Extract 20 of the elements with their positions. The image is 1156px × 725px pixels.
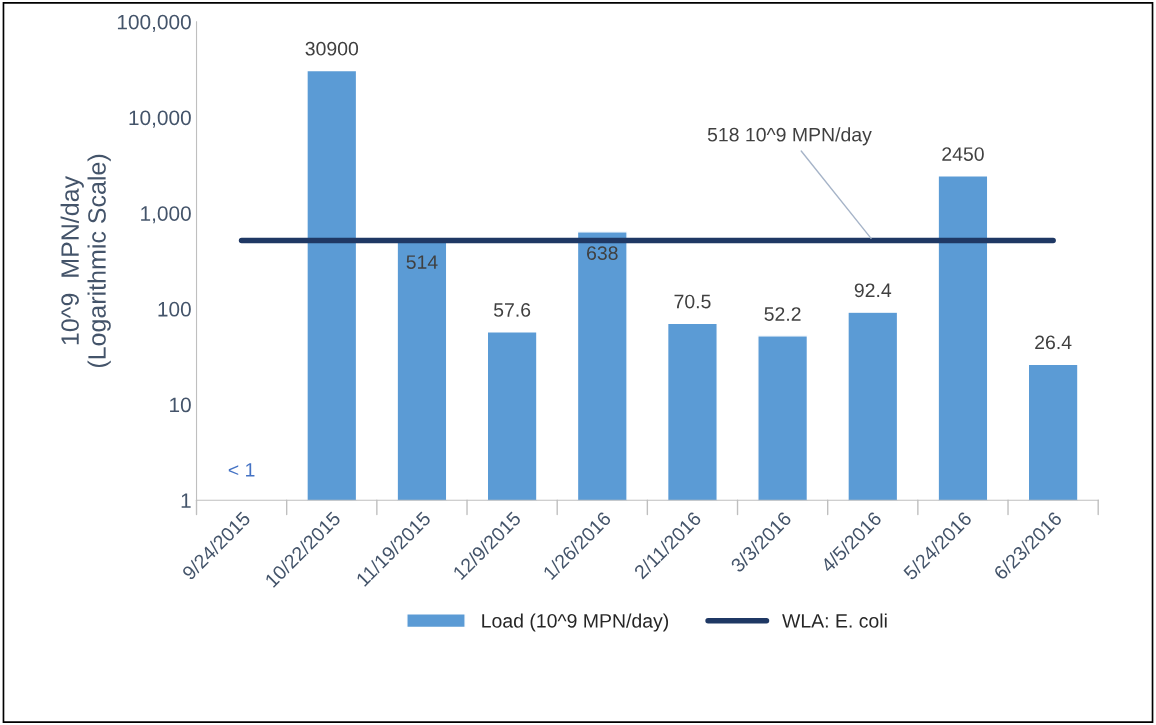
data-label: 514	[406, 255, 438, 269]
annotation: 518 10^9 MPN/day	[707, 127, 872, 146]
data-label: 70.5	[674, 294, 711, 309]
data-label: 26.4	[1035, 335, 1072, 350]
y-tick-label: 1,000	[141, 206, 191, 224]
data-label: 52.2	[764, 307, 801, 321]
legend-label: WLA: E. coli	[782, 613, 887, 628]
data-label: 57.6	[493, 303, 531, 317]
data-label: 92.4	[854, 283, 892, 298]
data-label: 638	[587, 246, 618, 260]
data-label: 30900	[305, 41, 359, 56]
legend-label: Load (10^9 MPN/day)	[482, 613, 669, 632]
y-tick-label: 100,000	[117, 14, 191, 32]
y-tick-label: 10,000	[129, 110, 191, 128]
y-tick-label: 1	[181, 493, 191, 508]
y-tick-label: 10	[170, 397, 191, 413]
data-label: 2450	[942, 147, 984, 161]
y-tick-label: 100	[158, 301, 191, 317]
annotation: < 1	[228, 463, 255, 477]
y-axis-title: 10^9 MPN/day (Logarithmic Scale)	[60, 154, 111, 368]
